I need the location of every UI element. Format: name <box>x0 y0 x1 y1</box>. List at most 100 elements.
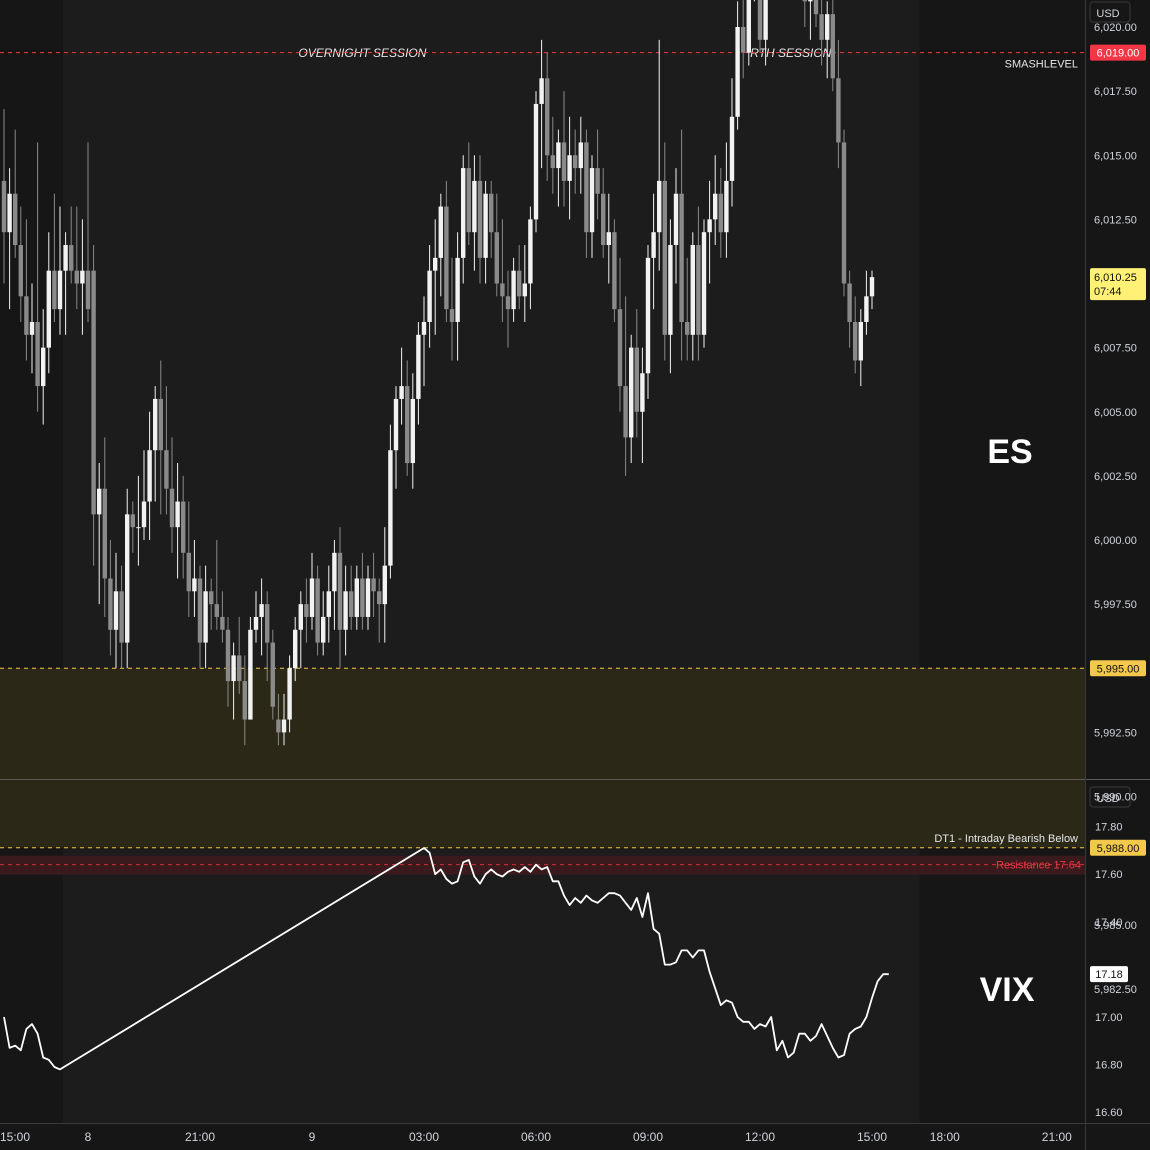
candle-body <box>623 386 628 438</box>
candle-body <box>7 193 12 233</box>
candle-body <box>505 296 511 310</box>
candle-body <box>91 270 96 515</box>
candle-body <box>326 591 331 617</box>
candle-body <box>455 257 460 322</box>
candle-body <box>578 142 583 169</box>
candle-body <box>550 155 555 169</box>
candle-body <box>606 232 611 246</box>
candle-body <box>371 578 376 592</box>
candle-body <box>153 398 158 451</box>
candle-body <box>186 552 191 592</box>
es-price-axis[interactable] <box>1085 0 1150 778</box>
candle-body <box>483 193 488 258</box>
time-tick-label: 15:00 <box>0 1130 30 1144</box>
candle-body <box>136 527 141 529</box>
bar-countdown: 07:44 <box>1094 286 1122 298</box>
candle-body <box>489 193 494 233</box>
candle-body <box>225 629 231 682</box>
price-tick-label: 6,005.00 <box>1094 407 1137 419</box>
candle-body <box>573 155 578 169</box>
vix-last-label: 17.18 <box>1095 969 1123 981</box>
level-label: DT1 - Intraday Bearish Below <box>934 833 1078 845</box>
candle-body <box>393 398 399 451</box>
candle-body <box>74 270 79 284</box>
price-tick-label: 5,992.50 <box>1094 727 1137 739</box>
candle-body <box>147 450 152 502</box>
candle-body <box>696 245 701 335</box>
candle-body <box>853 321 858 361</box>
candle-body <box>539 78 544 104</box>
candle-body <box>533 103 539 220</box>
last-price-label: 6,010.25 <box>1094 272 1137 284</box>
price-tick-label: 5,990.00 <box>1094 792 1137 804</box>
candle-body <box>248 629 253 720</box>
candle-body <box>724 180 729 233</box>
candle-body <box>287 668 292 720</box>
time-tick-label: 21:00 <box>1042 1130 1072 1144</box>
candle-body <box>511 270 516 310</box>
candle-body <box>214 604 219 617</box>
candle-body <box>847 283 852 322</box>
candle-body <box>80 270 85 284</box>
vix-tick-label: 16.60 <box>1095 1107 1123 1119</box>
currency-label-vix: USD <box>1096 793 1119 805</box>
candle-body <box>746 0 751 53</box>
candle-body <box>802 0 807 2</box>
vix-price-axis[interactable] <box>1085 781 1150 1123</box>
candle-body <box>410 398 415 464</box>
time-tick-label: 15:00 <box>857 1130 887 1144</box>
candle-body <box>713 193 718 220</box>
candle-body <box>718 193 723 233</box>
candle-body <box>517 270 522 297</box>
price-tick-label: 6,002.50 <box>1094 471 1137 483</box>
candle-body <box>701 232 707 335</box>
candle-body <box>399 386 404 399</box>
candle-body <box>545 78 550 156</box>
vix-series-line <box>3 847 889 1071</box>
vix-tick-label: 17.60 <box>1095 869 1123 881</box>
candle-body <box>651 232 656 258</box>
candle-body <box>444 206 449 310</box>
candle-body <box>494 232 499 284</box>
candle-body <box>640 373 645 412</box>
candle-body <box>46 270 51 348</box>
session-label: RTH SESSION <box>750 46 831 60</box>
currency-label: USD <box>1096 8 1119 20</box>
level-price-badge <box>1090 839 1146 856</box>
currency-button[interactable] <box>1089 1 1131 23</box>
candle-body <box>567 155 572 181</box>
candle-body <box>556 142 561 169</box>
resistance-band <box>0 855 1085 875</box>
candle-body <box>35 321 40 387</box>
candle-body <box>757 0 763 40</box>
candle-body <box>354 578 359 617</box>
price-tick-label: 6,015.00 <box>1094 150 1137 162</box>
candle-body <box>830 14 835 79</box>
time-tick-label: 18:00 <box>930 1130 960 1144</box>
candle-body <box>662 180 667 335</box>
candle-body <box>449 309 455 322</box>
price-tick-label: 6,007.50 <box>1094 343 1137 355</box>
level-price-label: 5,988.00 <box>1097 843 1140 855</box>
candle-body <box>841 142 847 284</box>
vix-symbol-label: VIX <box>980 971 1035 1009</box>
session-band <box>62 0 663 778</box>
candle-body <box>298 604 303 630</box>
candle-body <box>231 655 236 682</box>
candle-body <box>690 245 695 335</box>
candle-body <box>113 591 119 630</box>
candle-body <box>203 591 208 643</box>
candle-body <box>405 386 410 464</box>
time-axis[interactable] <box>0 1123 1085 1150</box>
candle-body <box>528 219 533 284</box>
candle-body <box>864 296 869 322</box>
candle-body <box>836 78 841 143</box>
candle-body <box>360 578 365 617</box>
candle-body <box>158 398 163 451</box>
currency-button-vix[interactable] <box>1089 786 1131 808</box>
price-tick-label: 6,000.00 <box>1094 535 1137 547</box>
candle-body <box>209 591 214 605</box>
candle-body <box>220 616 225 630</box>
candle-body <box>29 321 35 335</box>
